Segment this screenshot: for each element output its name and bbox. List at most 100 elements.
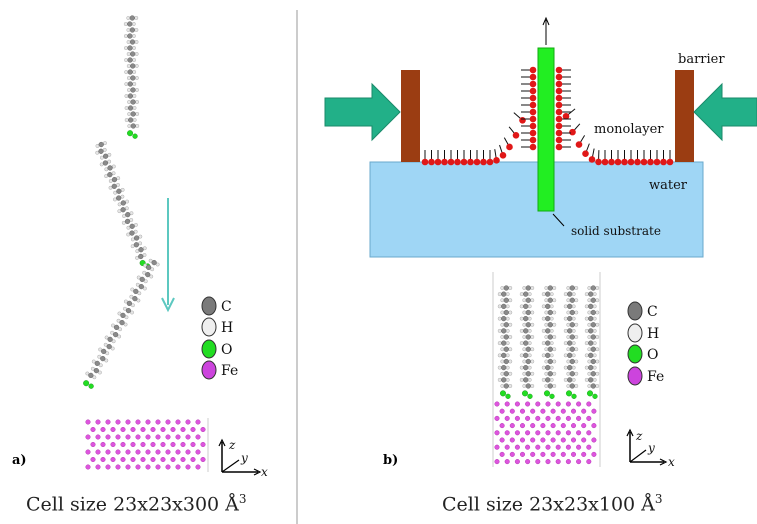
iron-atom xyxy=(120,427,126,433)
hydrogen-atom xyxy=(134,28,139,32)
hydrogen-atom xyxy=(595,347,600,352)
monolayer-label: monolayer xyxy=(594,122,664,137)
hydrogen-atom xyxy=(150,267,155,272)
iron-atom xyxy=(185,449,191,455)
polar-head xyxy=(555,143,563,151)
polar-head xyxy=(480,158,487,166)
hydrogen-atom xyxy=(98,363,103,368)
iron-atom xyxy=(135,449,141,455)
hydrogen-atom xyxy=(500,347,505,352)
hydrogen-atom xyxy=(124,46,128,50)
carbon-atom xyxy=(138,247,144,253)
carbon-atom xyxy=(545,303,551,309)
iron-atom xyxy=(571,408,577,414)
hydrogen-atom xyxy=(132,118,137,122)
polar-head xyxy=(441,158,448,166)
hydrogen-atom xyxy=(544,347,549,352)
hydrogen-atom xyxy=(118,327,122,332)
iron-atom xyxy=(540,423,546,429)
hydrogen-atom xyxy=(571,292,576,297)
oxygen-atom xyxy=(500,390,507,397)
hydrogen-atom xyxy=(500,310,505,315)
hydrogen-atom xyxy=(522,298,527,303)
iron-atom xyxy=(494,415,500,421)
hydrogen-atom xyxy=(135,112,140,116)
hydrogen-atom xyxy=(131,22,136,26)
carbon-atom xyxy=(588,352,594,358)
iron-atom xyxy=(90,457,96,463)
carbon-atom xyxy=(523,316,529,322)
iron-atom xyxy=(85,419,91,425)
axis-a-y-label: y xyxy=(240,451,248,465)
hydrogen-atom xyxy=(527,341,532,346)
carbon-atom xyxy=(567,365,573,371)
iron-atom xyxy=(565,415,571,421)
hydrogen-atom xyxy=(497,292,502,297)
carbon-atom xyxy=(501,303,507,309)
hydrogen-atom xyxy=(571,304,576,309)
iron-atom xyxy=(499,451,505,457)
polar-head xyxy=(529,94,537,102)
hydrogen-atom xyxy=(98,347,103,352)
iron-atom xyxy=(115,434,121,440)
iron-atom xyxy=(545,430,551,436)
carbon-atom xyxy=(127,69,133,75)
iron-atom xyxy=(555,444,561,450)
iron-atom xyxy=(145,449,151,455)
carbon-atom xyxy=(129,223,135,229)
hydrogen-atom xyxy=(505,316,510,321)
hydrogen-atom xyxy=(97,370,102,375)
hydrogen-atom xyxy=(135,88,139,92)
hydrogen-atom xyxy=(127,100,131,104)
iron-atom xyxy=(160,427,166,433)
carbon-atom xyxy=(547,297,553,303)
hydrogen-atom xyxy=(148,258,153,263)
hydrogen-atom xyxy=(508,286,513,290)
hydrogen-atom xyxy=(497,365,502,370)
hydrogen-atom xyxy=(574,322,579,327)
iron-atom xyxy=(494,430,500,436)
iron-atom xyxy=(520,451,526,457)
lb-trough-schematic: barrier monolayer water solid substrate xyxy=(324,16,757,258)
iron-atom xyxy=(175,434,181,440)
panel-b-caption-text: Cell size 23x23x100 Å xyxy=(442,493,655,516)
iron-atom xyxy=(100,427,106,433)
hydrogen-atom xyxy=(505,341,510,346)
polar-head xyxy=(529,87,537,95)
iron-atom xyxy=(145,419,151,425)
iron-atom xyxy=(504,401,510,407)
carbon-atom xyxy=(590,297,596,303)
hydrogen-atom-icon xyxy=(201,317,217,337)
iron-atom xyxy=(195,434,201,440)
hydrogen-atom xyxy=(126,40,131,44)
iron-atom xyxy=(509,423,515,429)
hydrogen-atom xyxy=(527,353,532,358)
carbon-atom xyxy=(130,75,136,81)
iron-atom xyxy=(95,419,101,425)
polar-head xyxy=(519,116,526,124)
carbon-atom xyxy=(588,365,594,371)
oxygen-atom xyxy=(522,390,529,397)
axes-a: z y x xyxy=(218,438,268,479)
polar-head xyxy=(555,101,563,109)
hydrogen-atom xyxy=(584,316,589,321)
carbon-atom xyxy=(106,344,112,350)
oxygen-atom xyxy=(527,393,533,399)
iron-atom xyxy=(591,437,597,443)
carbon-atom xyxy=(120,207,126,213)
hydrogen-atom xyxy=(505,304,510,309)
panel-a-caption-text: Cell size 23x23x300 Å xyxy=(26,493,239,516)
iron-atom xyxy=(165,434,171,440)
carbon-atom xyxy=(523,340,529,346)
polar-head xyxy=(529,115,537,123)
substrate-pointer xyxy=(552,213,565,227)
iron-atom xyxy=(509,451,515,457)
hydrogen-atom xyxy=(584,365,589,370)
hydrogen-atom xyxy=(505,365,510,370)
hydrogen-atom xyxy=(574,347,579,352)
carbon-atom xyxy=(125,212,131,218)
carbon-atom xyxy=(545,377,551,383)
hydrogen-atom xyxy=(530,298,535,303)
iron-atom xyxy=(160,457,166,463)
oxygen-atom xyxy=(571,393,577,399)
